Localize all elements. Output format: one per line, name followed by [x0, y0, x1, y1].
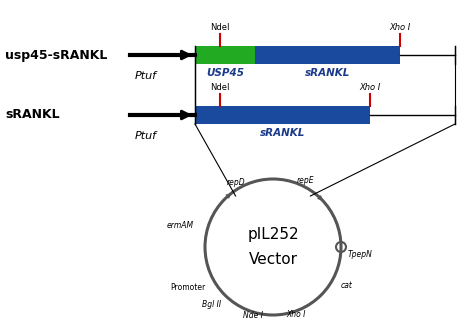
Bar: [255, 46, 400, 64]
Text: NdeI: NdeI: [210, 83, 230, 92]
Text: Nde I: Nde I: [243, 311, 263, 320]
Text: Xho I: Xho I: [389, 23, 411, 32]
Text: Promoter: Promoter: [170, 283, 206, 292]
Text: Ptuf: Ptuf: [135, 71, 157, 81]
Text: sRANKL: sRANKL: [305, 68, 350, 78]
Text: Xho I: Xho I: [287, 310, 306, 319]
Text: NdeI: NdeI: [210, 23, 230, 32]
Text: cat: cat: [340, 281, 353, 290]
Text: Bgl II: Bgl II: [202, 300, 221, 309]
Text: usp45-sRANKL: usp45-sRANKL: [5, 49, 107, 62]
Bar: [195, 46, 255, 64]
Text: repE: repE: [297, 176, 315, 185]
Text: TpepN: TpepN: [348, 250, 373, 259]
Text: Vector: Vector: [249, 251, 298, 266]
Text: repD: repD: [227, 178, 246, 187]
Text: ermAM: ermAM: [167, 221, 194, 230]
Text: pIL252: pIL252: [247, 227, 299, 242]
Text: USP45: USP45: [206, 68, 244, 78]
Text: sRANKL: sRANKL: [5, 109, 60, 122]
Bar: [195, 106, 370, 124]
Text: sRANKL: sRANKL: [260, 128, 305, 138]
Text: Ptuf: Ptuf: [135, 131, 157, 141]
Text: Xho I: Xho I: [359, 83, 381, 92]
